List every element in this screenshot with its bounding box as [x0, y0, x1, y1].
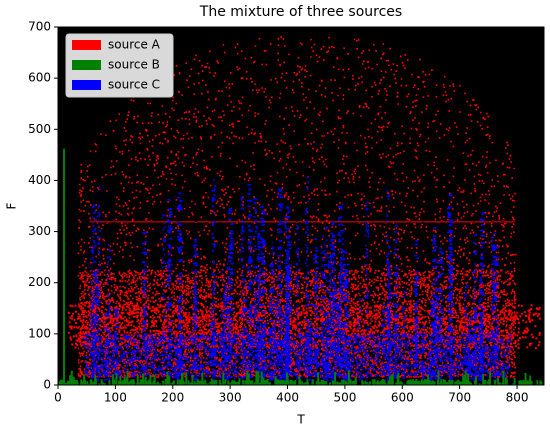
- source-texture: [67, 36, 541, 378]
- x-tick-label: 400: [276, 391, 299, 405]
- x-tick-label: 0: [54, 391, 62, 405]
- y-tick-label: 100: [28, 326, 51, 340]
- x-tick-label: 200: [161, 391, 184, 405]
- y-tick-label: 600: [28, 71, 51, 85]
- legend-label: source C: [108, 78, 160, 92]
- legend-swatch: [72, 80, 101, 90]
- x-tick-label: 700: [448, 391, 471, 405]
- x-axis-label: T: [296, 413, 305, 427]
- y-axis-label: F: [5, 202, 19, 209]
- y-tick-label: 0: [43, 378, 51, 392]
- x-tick-label: 800: [506, 391, 529, 405]
- y-tick-label: 400: [28, 173, 51, 187]
- x-tick-label: 300: [219, 391, 242, 405]
- x-tick-label: 600: [391, 391, 414, 405]
- plot-frame: [57, 26, 545, 386]
- y-tick-label: 300: [28, 224, 51, 238]
- legend: source A source B source C: [65, 33, 174, 98]
- y-tick-label: 700: [28, 20, 51, 34]
- legend-label: source B: [108, 58, 160, 72]
- y-tick-label: 200: [28, 275, 51, 289]
- x-tick-label: 500: [333, 391, 356, 405]
- legend-label: source A: [108, 38, 161, 52]
- legend-swatch: [72, 60, 101, 70]
- source-texture: [82, 176, 512, 382]
- y-tick-label: 500: [28, 122, 51, 136]
- x-tick-label: 100: [104, 391, 127, 405]
- chart-title: The mixture of three sources: [199, 4, 402, 20]
- legend-swatch: [72, 40, 101, 50]
